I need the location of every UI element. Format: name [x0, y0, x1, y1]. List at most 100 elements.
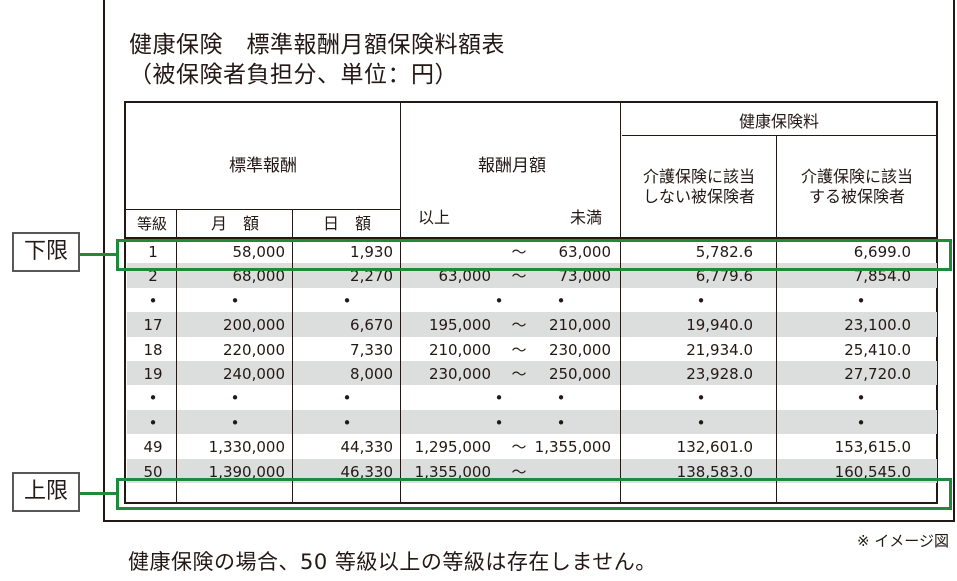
header-care: 介護保険に該当 する被保険者 [778, 167, 936, 207]
cell-tilde: 〜 [511, 243, 527, 261]
cell-to: 73,000 [558, 267, 612, 286]
cell-no-care: 132,601.0 [676, 438, 753, 457]
cell-monthly: 240,000 [222, 365, 285, 383]
cell-daily: 46,330 [340, 462, 394, 481]
cell-no-care: 21,934.0 [686, 340, 753, 359]
table-row: 1 58,000 1,930 〜 63,000 5,782.6 6,699.0 [127, 239, 937, 263]
upper-limit-highlight [116, 478, 952, 510]
cell-monthly: 200,000 [222, 316, 285, 335]
cell-monthly: • [230, 291, 240, 310]
cell-daily: 44,330 [340, 438, 394, 457]
cell-daily: • [342, 291, 352, 310]
table-row: 18 220,000 7,330 210,000 〜 230,000 21,934.0 25,… [127, 337, 937, 361]
cell-tilde: 〜 [511, 462, 527, 481]
cell-to: 230,000 [548, 340, 611, 359]
cell-monthly: 68,000 [232, 267, 286, 286]
cell-to: • [556, 389, 566, 408]
col-divider-grade [176, 209, 177, 502]
header-to: 未満 [569, 208, 602, 227]
cell-to: 1,355,000 [534, 438, 611, 457]
header-premium: 健康保険料 [738, 112, 819, 131]
footer-text: 健康保険の場合、50 等級以上の等級は存在しません。 [128, 550, 657, 574]
header-no-care-line-2: しない被保険者 [642, 187, 755, 206]
cell-care: • [856, 389, 866, 408]
cell-monthly: 1,390,000 [208, 462, 285, 481]
cell-daily: • [342, 389, 352, 408]
table-row: • • • • • • • [127, 385, 937, 409]
cell-tilde: 〜 [511, 267, 527, 286]
title-line-1: 健康保険 標準報酬月額保険料額表 [129, 32, 505, 58]
cell-from: 1,355,000 [414, 462, 491, 481]
cell-grade: • [148, 389, 158, 408]
cell-care: 153,615.0 [834, 438, 911, 457]
col-divider-premium [776, 135, 777, 502]
lower-limit-connector [80, 253, 116, 256]
cell-monthly: • [230, 413, 240, 432]
cell-tilde: 〜 [511, 340, 527, 359]
header-no-care-line-1: 介護保険に該当 [642, 167, 755, 186]
cell-grade: • [148, 413, 158, 432]
lower-limit-highlight [116, 239, 952, 271]
cell-daily: 2,270 [350, 267, 393, 286]
cell-care: 6,699.0 [853, 243, 911, 261]
cell-from: 63,000 [438, 267, 492, 286]
table-row: 49 1,330,000 44,330 1,295,000 〜 1,355,000 132,… [127, 434, 937, 458]
cell-grade: 19 [143, 365, 163, 383]
cell-care: 23,100.0 [844, 316, 911, 335]
cell-care: • [856, 291, 866, 310]
col-divider-remuneration [620, 103, 621, 502]
header-care-line-1: 介護保険に該当 [800, 167, 913, 186]
cell-tilde: 〜 [511, 365, 527, 383]
header-grade: 等級 [136, 215, 167, 233]
image-note: ※ イメージ図 [856, 532, 949, 550]
cell-from: • [494, 389, 504, 408]
header-monthly-remuneration: 報酬月額 [478, 156, 546, 176]
cell-grade: 17 [143, 316, 163, 335]
cell-monthly: 220,000 [222, 340, 285, 359]
header-monthly: 月 額 [210, 214, 259, 233]
cell-care: • [856, 413, 866, 432]
header-from: 以上 [417, 208, 450, 227]
cell-care: 7,854.0 [853, 267, 911, 286]
col-divider-monthly [292, 209, 293, 502]
table-row: • • • • • • • [127, 288, 937, 312]
cell-from: • [494, 413, 504, 432]
cell-monthly: • [230, 389, 240, 408]
cell-grade: • [148, 291, 158, 310]
cell-care: 160,545.0 [834, 462, 911, 481]
cell-no-care: 5,782.6 [695, 243, 753, 261]
cell-no-care: 6,779.6 [695, 267, 753, 286]
table-row: • • • • • • • [127, 409, 937, 435]
cell-grade: 1 [148, 243, 158, 261]
cell-no-care: • [696, 413, 706, 432]
cell-from: 195,000 [428, 316, 491, 335]
cell-no-care: 19,940.0 [686, 316, 753, 335]
cell-from: 1,295,000 [414, 438, 491, 457]
cell-daily: 8,000 [350, 365, 393, 383]
col-divider-daily [400, 103, 401, 502]
cell-to: • [556, 291, 566, 310]
cell-care: 27,720.0 [844, 365, 911, 383]
cell-no-care: • [696, 291, 706, 310]
header-divider-premium [622, 135, 936, 136]
lower-limit-label: 下限 [12, 232, 80, 272]
table-title: 健康保険 標準報酬月額保険料額表 （被保険者負担分、単位：円） [129, 30, 505, 90]
cell-daily: • [342, 413, 352, 432]
header-divider-sub [126, 209, 400, 210]
table-row: 19 240,000 8,000 230,000 〜 250,000 23,928.0 27,… [127, 361, 937, 386]
cell-grade: 50 [143, 462, 163, 481]
cell-no-care: • [696, 389, 706, 408]
cell-grade: 18 [143, 340, 163, 359]
cell-daily: 6,670 [350, 316, 393, 335]
cell-from: 210,000 [428, 340, 491, 359]
cell-monthly: 58,000 [232, 243, 286, 261]
cell-tilde: 〜 [511, 316, 527, 335]
header-care-line-2: する被保険者 [808, 187, 905, 206]
upper-limit-connector [80, 492, 116, 495]
cell-grade: 2 [148, 267, 158, 286]
cell-care: 25,410.0 [844, 340, 911, 359]
cell-from: 230,000 [428, 365, 491, 383]
cell-no-care: 23,928.0 [686, 365, 753, 383]
upper-limit-label: 上限 [12, 472, 80, 512]
header-standard-remuneration: 標準報酬 [229, 156, 297, 176]
